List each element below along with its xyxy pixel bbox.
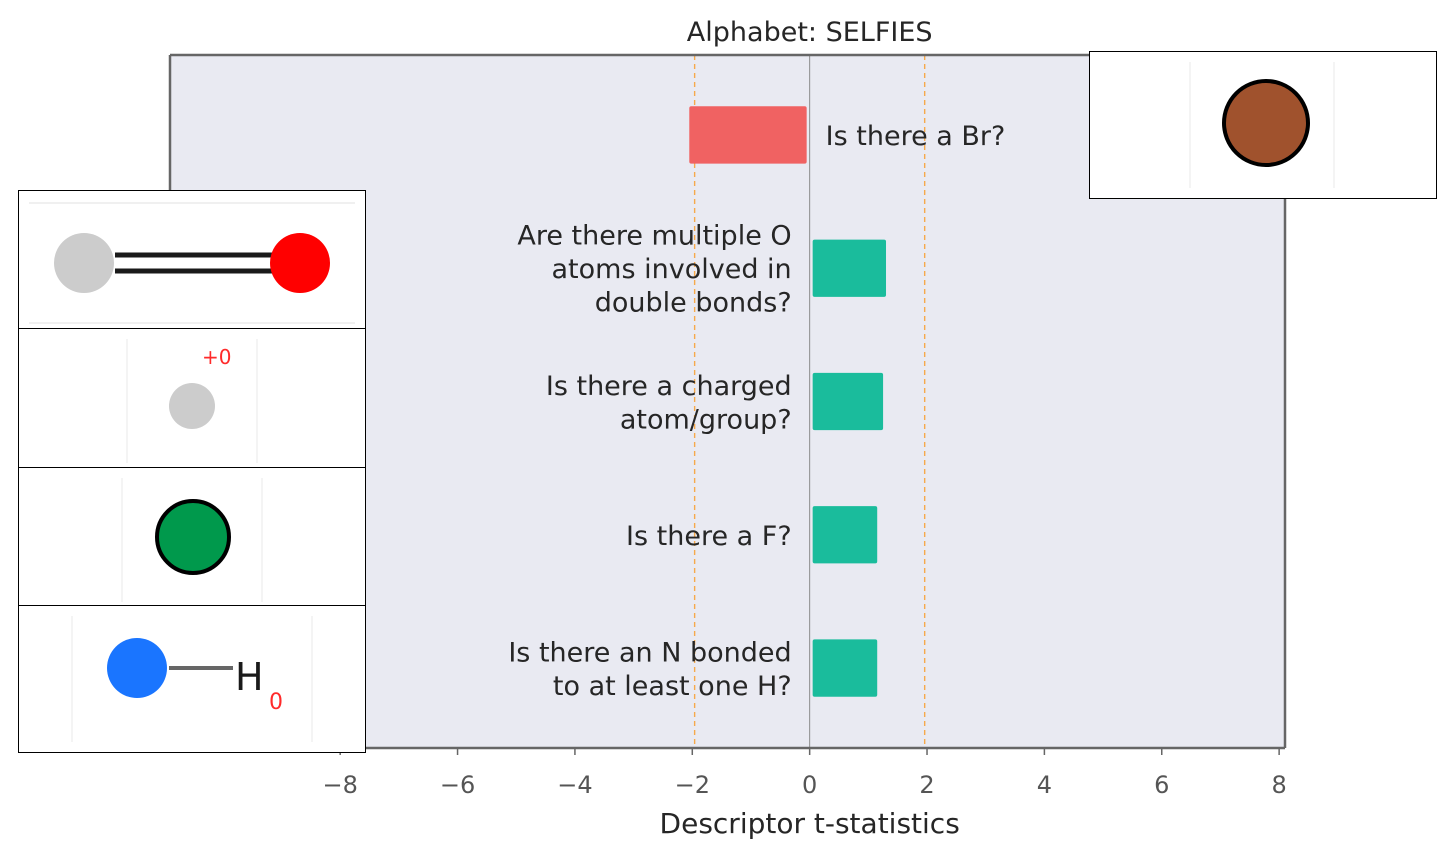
hydrogen-charge-label: 0: [269, 690, 283, 715]
charged-atom-icon: +0: [126, 339, 258, 463]
category-label-1: Is there a Br?: [826, 121, 1006, 152]
x-tick-label-3: −4: [557, 771, 592, 799]
nh-group-inset: H 0: [18, 605, 366, 753]
nitrogen-hydrogen-icon: H 0: [71, 616, 313, 742]
category-label-3: Is there a charged atom/group?: [546, 371, 792, 436]
charged-atom-inset: +0: [18, 328, 366, 468]
hydrogen-label: H: [235, 655, 264, 699]
nitrogen-atom-circle: [107, 638, 167, 698]
x-tick-label-8: 6: [1154, 771, 1169, 799]
oxygen-atom-circle: [270, 233, 330, 293]
f-atom-circle: [155, 499, 231, 575]
charge-label: +0: [202, 345, 231, 369]
x-tick-label-4: −2: [675, 771, 710, 799]
x-tick-label-6: 2: [919, 771, 934, 799]
co-double-bond-inset: [18, 190, 366, 329]
br-atom-icon: [1189, 62, 1335, 188]
bar-1: [689, 106, 807, 164]
x-tick-label-9: 8: [1271, 771, 1286, 799]
br-atom-inset: [1089, 51, 1437, 199]
carbon-atom-circle: [54, 233, 114, 293]
x-tick-label-7: 4: [1037, 771, 1052, 799]
x-tick-label-5: 0: [802, 771, 817, 799]
f-atom-inset: [18, 467, 366, 607]
charged-atom-circle: [169, 383, 215, 429]
x-axis-label: Descriptor t-statistics: [660, 807, 960, 840]
f-atom-icon: [121, 478, 263, 602]
category-label-5: Is there an N bonded to at least one H?: [508, 637, 791, 702]
x-tick-label-1: −8: [322, 771, 357, 799]
chart-title: Alphabet: SELFIES: [687, 17, 933, 48]
bar-4: [812, 506, 878, 564]
bar-3: [812, 372, 884, 431]
bar-2: [812, 239, 887, 297]
carbon-oxygen-double-bond-icon: [29, 202, 355, 324]
bar-5: [812, 639, 878, 697]
category-label-4: Is there a F?: [626, 521, 792, 552]
x-tick-label-2: −6: [440, 771, 475, 799]
br-atom-circle: [1222, 79, 1310, 167]
